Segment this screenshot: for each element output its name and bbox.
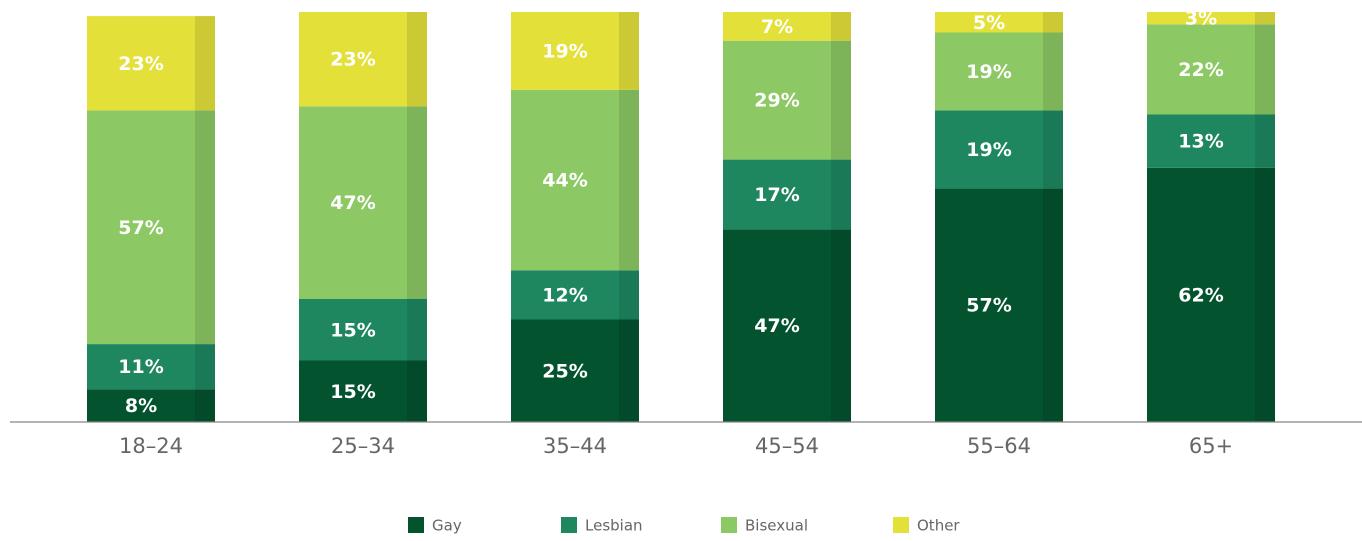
legend-swatch xyxy=(721,517,737,533)
bar-shade xyxy=(619,319,639,422)
bar-segment xyxy=(87,16,215,111)
value-label: 44% xyxy=(542,170,587,192)
x-tick-label: 65+ xyxy=(1189,434,1233,458)
value-label: 15% xyxy=(330,381,375,403)
bar-shade xyxy=(195,389,215,422)
legend-label: Gay xyxy=(432,517,462,535)
bar-segment xyxy=(1147,12,1275,25)
bar-shade xyxy=(407,12,427,107)
value-label: 23% xyxy=(118,53,163,75)
value-label: 11% xyxy=(118,356,163,378)
bar-shade xyxy=(195,344,215,390)
bar-shade xyxy=(1043,110,1063,189)
bar-shade xyxy=(1043,32,1063,111)
bar-shade xyxy=(1255,114,1275,168)
x-tick-label: 45–54 xyxy=(755,434,819,458)
bar-shade xyxy=(619,270,639,320)
bar-segment xyxy=(1147,114,1275,168)
x-tick-label: 25–34 xyxy=(331,434,395,458)
legend-swatch xyxy=(893,517,909,533)
value-label: 57% xyxy=(966,295,1011,317)
bar-segment xyxy=(87,110,215,345)
bar-segment xyxy=(87,344,215,390)
value-label: 62% xyxy=(1178,284,1223,306)
bar-shade xyxy=(407,360,427,422)
value-label: 47% xyxy=(330,192,375,214)
bar-shade xyxy=(1255,12,1275,25)
value-label: 25% xyxy=(542,360,587,382)
bar-segment xyxy=(723,229,851,422)
value-label: 19% xyxy=(966,139,1011,161)
value-label: 57% xyxy=(118,217,163,239)
bar-segment xyxy=(1147,167,1275,422)
bar-segment xyxy=(299,299,427,361)
x-tick-label: 55–64 xyxy=(967,434,1031,458)
bar-shade xyxy=(831,12,851,41)
bar-shade xyxy=(831,40,851,160)
bar-shade xyxy=(195,110,215,345)
x-tick-label: 35–44 xyxy=(543,434,607,458)
bar-segment xyxy=(511,12,639,90)
bar-segment xyxy=(935,32,1063,111)
legend-swatch xyxy=(561,517,577,533)
bar-shade xyxy=(619,89,639,271)
bar-shade xyxy=(195,16,215,111)
bar-shade xyxy=(407,299,427,361)
x-tick-label: 18–24 xyxy=(119,434,183,458)
bar-segment xyxy=(935,110,1063,189)
legend-label: Bisexual xyxy=(745,517,808,535)
bar-shade xyxy=(407,106,427,299)
value-label: 12% xyxy=(542,284,587,306)
bar-segment xyxy=(723,40,851,160)
bar-segment xyxy=(935,12,1063,33)
value-label: 19% xyxy=(542,40,587,62)
bar-segment xyxy=(299,106,427,299)
value-label: 23% xyxy=(330,49,375,71)
legend-label: Lesbian xyxy=(585,517,643,535)
bar-shade xyxy=(1255,24,1275,115)
value-label: 47% xyxy=(754,315,799,337)
legend-swatch xyxy=(408,517,424,533)
value-label: 3% xyxy=(1185,8,1217,30)
value-label: 15% xyxy=(330,319,375,341)
legend-label: Other xyxy=(917,517,960,535)
bar-segment xyxy=(511,89,639,271)
bar-segment xyxy=(723,12,851,41)
bar-segment xyxy=(299,360,427,422)
bar-shade xyxy=(1255,167,1275,422)
value-label: 22% xyxy=(1178,59,1223,81)
bar-shade xyxy=(831,159,851,230)
value-label: 8% xyxy=(125,395,157,417)
bar-segment xyxy=(87,389,215,422)
bar-shade xyxy=(831,229,851,422)
bar-shade xyxy=(1043,12,1063,33)
bar-shade xyxy=(619,12,639,90)
bar-segment xyxy=(299,12,427,107)
bar-segment xyxy=(511,270,639,320)
bar-shade xyxy=(1043,188,1063,422)
value-label: 5% xyxy=(973,12,1005,34)
value-label: 13% xyxy=(1178,131,1223,153)
bar-segment xyxy=(935,188,1063,422)
bar-segment xyxy=(723,159,851,230)
bar-segment xyxy=(511,319,639,422)
value-label: 19% xyxy=(966,61,1011,83)
bar-segment xyxy=(1147,24,1275,115)
value-label: 7% xyxy=(761,16,793,38)
value-label: 17% xyxy=(754,184,799,206)
value-label: 29% xyxy=(754,90,799,112)
